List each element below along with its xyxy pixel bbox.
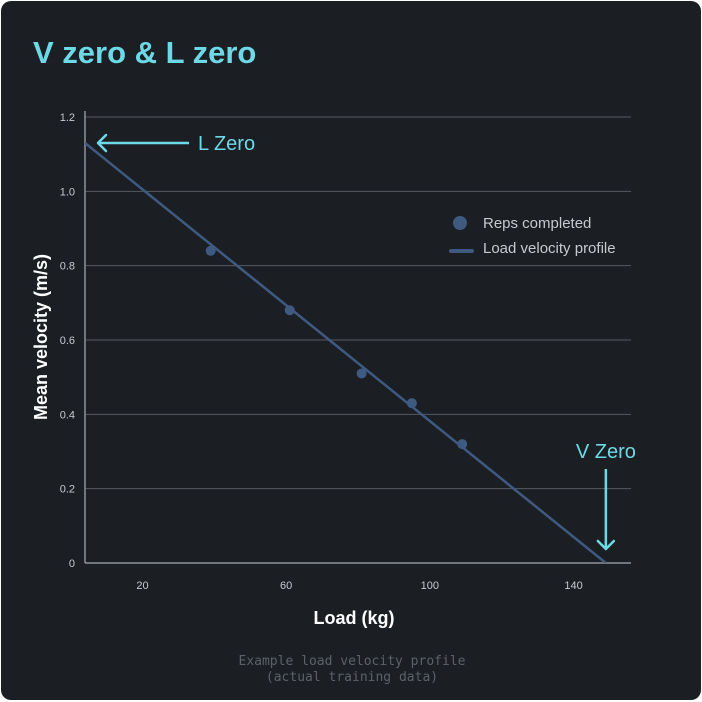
load-velocity-profile-line	[85, 142, 607, 563]
y-tick-label-5: 1.0	[60, 186, 75, 198]
data-points	[205, 245, 468, 450]
y-axis-label: Mean velocity (m/s)	[31, 254, 51, 420]
annotations: L Zero V Zero	[96, 133, 636, 551]
legend-label-profile: Load velocity profile	[483, 240, 616, 257]
y-tick-label-6: 1.2	[60, 112, 75, 124]
data-point-4	[406, 398, 417, 409]
data-point-2	[284, 305, 295, 316]
y-tick-label-4: 0.8	[60, 261, 75, 273]
y-tick-label-1: 0.2	[60, 484, 75, 496]
legend-swatch-reps	[453, 216, 467, 230]
y-tick-labels: 0 0.2 0.4 0.6 0.8 1.0 1.2	[60, 112, 75, 570]
data-point-5	[457, 439, 468, 450]
chart-caption: Example load velocity profile (actual tr…	[1, 654, 701, 686]
x-axis-label: Load (kg)	[314, 608, 395, 628]
chart-title: V zero & L zero	[33, 35, 257, 70]
caption-line-2: (actual training data)	[265, 670, 439, 685]
x-tick-label-1: 60	[280, 580, 292, 592]
l-zero-label: L Zero	[198, 133, 255, 155]
v-zero-arrow	[596, 469, 616, 551]
legend: Reps completed Load velocity profile	[449, 215, 616, 257]
y-tick-label-3: 0.6	[60, 335, 75, 347]
y-tick-label-2: 0.4	[60, 409, 75, 421]
axes	[84, 111, 631, 564]
y-tick-label-0: 0	[69, 558, 75, 570]
data-point-1	[205, 245, 216, 256]
x-tick-label-2: 100	[421, 580, 439, 592]
x-tick-label-0: 20	[136, 580, 148, 592]
x-tick-label-3: 140	[564, 580, 582, 592]
chart-svg: 0 0.2 0.4 0.6 0.8 1.0 1.2 20 60 100 140 L Zero V Z…	[31, 111, 636, 628]
x-tick-labels: 20 60 100 140	[136, 580, 582, 592]
gridlines	[85, 116, 631, 490]
caption-line-1: Example load velocity profile	[238, 654, 466, 669]
data-point-3	[356, 368, 367, 379]
v-zero-label: V Zero	[576, 441, 636, 463]
legend-label-reps: Reps completed	[483, 215, 591, 232]
l-zero-arrow-head	[96, 133, 108, 153]
profile-line-layer	[85, 142, 607, 563]
l-zero-arrow	[96, 133, 189, 153]
v-zero-arrow-head	[596, 539, 616, 551]
